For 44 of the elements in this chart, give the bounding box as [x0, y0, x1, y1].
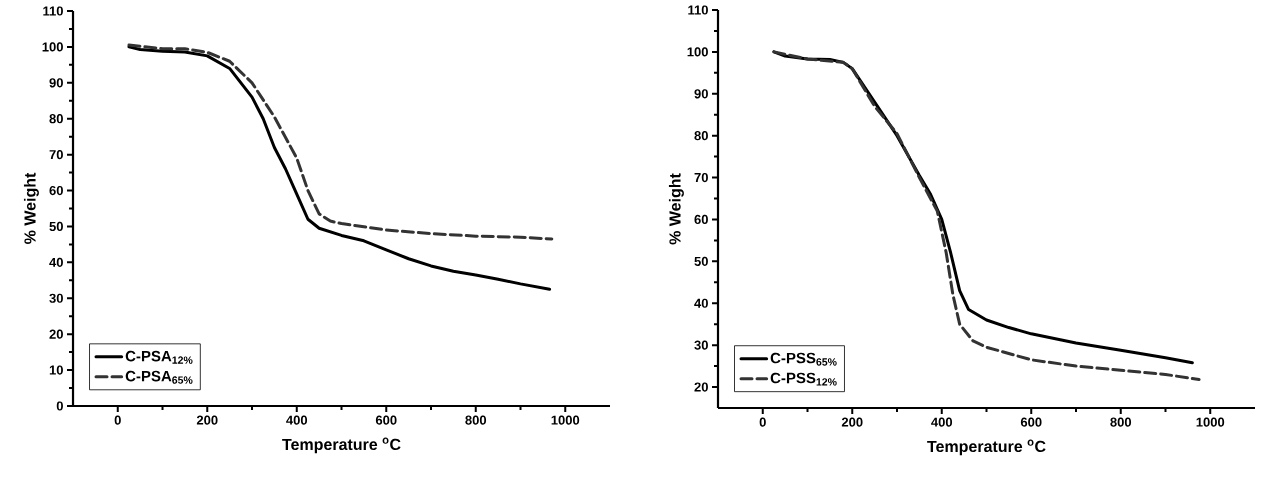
y-tick-label: 60 [694, 214, 708, 225]
legend-label: C-PSA$_{12%}$ [125, 350, 193, 364]
y-axis-title: % Weight [668, 173, 684, 245]
y-tick-label: 10 [49, 365, 63, 375]
x-tick-label: 400 [286, 415, 308, 425]
x-tick-label: 400 [931, 417, 953, 427]
y-tick-label: 40 [694, 298, 708, 308]
x-tick-label: 600 [1020, 417, 1042, 427]
x-tick-label: 600 [375, 415, 397, 425]
y-tick-label: 80 [49, 114, 63, 124]
line-series [127, 45, 552, 291]
x-axis-title: Temperature $^{o}$C [282, 437, 401, 454]
y-tick-label: 70 [694, 172, 708, 183]
y-tick-label: 40 [49, 257, 63, 267]
y-tick-label: 90 [49, 78, 63, 88]
legend-label: C-PSA$_{65%}$ [125, 370, 193, 384]
x-tick-label: 200 [841, 417, 863, 427]
y-tick-label: 50 [49, 221, 63, 232]
y-tick-label: 80 [694, 131, 708, 141]
legend-label: C-PSS$_{12%}$ [770, 372, 837, 386]
x-tick-label: 1000 [551, 415, 580, 425]
line-series [127, 43, 554, 241]
y-tick-label: 20 [49, 329, 63, 339]
y-tick-label: 0 [56, 401, 63, 411]
x-tick-label: 0 [114, 415, 121, 425]
y-tick-label: 30 [694, 340, 708, 350]
y-tick-label: 110 [688, 5, 708, 15]
y-tick-label: 50 [694, 256, 708, 266]
x-axis-title: Temperature $^{o}$C [927, 439, 1046, 456]
x-tick-label: 200 [196, 415, 218, 425]
y-tick-label: 30 [49, 293, 63, 303]
y-tick-label: 100 [687, 47, 708, 57]
y-tick-label: 110 [43, 6, 63, 16]
y-axis-title: % Weight [23, 172, 39, 244]
y-tick-label: 90 [694, 89, 708, 99]
y-tick-label: 100 [42, 42, 63, 52]
x-tick-label: 800 [465, 415, 487, 425]
y-tick-label: 60 [49, 185, 63, 196]
legend-label: C-PSS$_{65%}$ [770, 352, 837, 366]
x-tick-label: 1000 [1196, 417, 1225, 427]
y-tick-label: 20 [694, 382, 708, 392]
x-tick-label: 0 [759, 417, 766, 427]
y-tick-label: 70 [49, 150, 63, 160]
x-tick-label: 800 [1110, 417, 1132, 427]
